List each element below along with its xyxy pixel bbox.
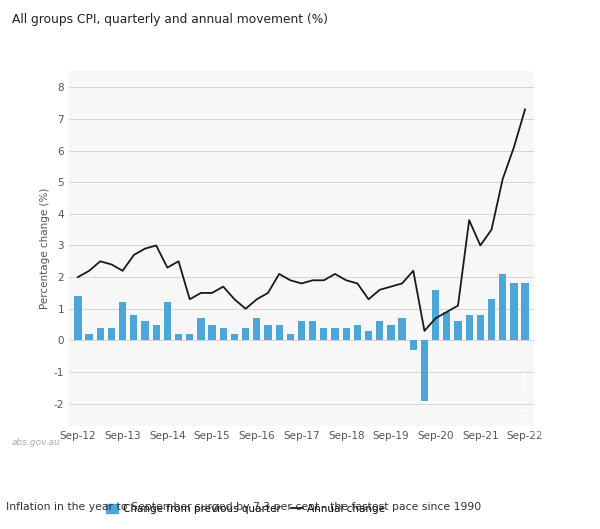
Bar [499,274,506,340]
Bar [265,325,272,340]
Text: Inflation in the year to September surged by 7.3 per cent - the fastest pace sin: Inflation in the year to September surge… [6,501,481,512]
Bar [331,328,338,340]
Bar [466,315,473,340]
Bar [510,284,518,340]
Y-axis label: Percentage change (%): Percentage change (%) [40,188,50,309]
Bar [454,322,461,340]
Bar [398,318,406,340]
Bar [197,318,205,340]
Bar [365,331,372,340]
Text: 📷: 📷 [521,410,528,420]
Bar [343,328,350,340]
Bar [287,334,294,340]
Bar [387,325,395,340]
Bar [97,328,104,340]
Text: All groups CPI, quarterly and annual movement (%): All groups CPI, quarterly and annual mov… [12,13,328,26]
Text: abs.gov.au: abs.gov.au [12,438,61,447]
Bar [275,325,283,340]
Bar [164,303,171,340]
Bar [320,328,328,340]
Bar [231,334,238,340]
Bar [298,322,305,340]
Bar [521,284,529,340]
Bar [152,325,160,340]
Bar [220,328,227,340]
Text: ⋮: ⋮ [515,370,532,389]
Bar [421,340,428,400]
Bar [186,334,193,340]
Bar [74,296,82,340]
Bar [376,322,383,340]
Bar [309,322,316,340]
Bar [488,299,495,340]
Text: View gallery: View gallery [533,430,580,439]
Bar [130,315,137,340]
Bar [85,334,93,340]
Bar [142,322,149,340]
Bar [242,328,249,340]
Bar [108,328,115,340]
Bar [354,325,361,340]
Bar [175,334,182,340]
Legend: Change from previous quarter, Annual change: Change from previous quarter, Annual cha… [102,500,389,518]
Bar [443,312,451,340]
Bar [119,303,126,340]
Bar [253,318,260,340]
Bar [208,325,216,340]
Bar [477,315,484,340]
Bar [410,340,417,350]
Text: +3: +3 [552,408,571,421]
Bar [432,290,439,340]
